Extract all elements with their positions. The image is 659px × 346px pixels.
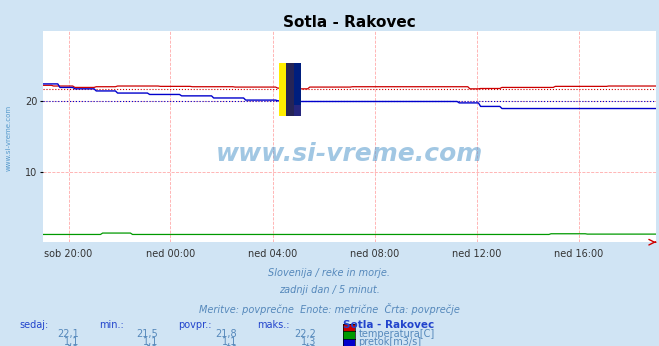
Text: 1,1: 1,1 (222, 337, 237, 346)
Text: sedaj:: sedaj: (20, 320, 49, 330)
Text: 22,2: 22,2 (295, 329, 316, 339)
Text: www.si-vreme.com: www.si-vreme.com (5, 105, 11, 172)
Text: www.si-vreme.com: www.si-vreme.com (215, 142, 483, 165)
Text: Slovenija / reke in morje.: Slovenija / reke in morje. (268, 268, 391, 278)
Text: pretok[m3/s]: pretok[m3/s] (358, 337, 422, 346)
Bar (286, 63, 301, 116)
Bar (279, 63, 294, 116)
Text: 21,8: 21,8 (215, 329, 237, 339)
Text: 19: 19 (67, 345, 79, 346)
Text: sob 20:00: sob 20:00 (44, 249, 93, 259)
Text: povpr.:: povpr.: (178, 320, 212, 330)
Text: 21,5: 21,5 (136, 329, 158, 339)
Bar (294, 63, 301, 105)
Text: 19: 19 (146, 345, 158, 346)
Text: ned 16:00: ned 16:00 (554, 249, 604, 259)
Text: 1,1: 1,1 (64, 337, 79, 346)
Text: 22: 22 (304, 345, 316, 346)
Text: 1,1: 1,1 (143, 337, 158, 346)
Text: 22,1: 22,1 (57, 329, 79, 339)
Text: ned 12:00: ned 12:00 (452, 249, 501, 259)
Text: Meritve: povprečne  Enote: metrične  Črta: povprečje: Meritve: povprečne Enote: metrične Črta:… (199, 303, 460, 315)
Title: Sotla - Rakovec: Sotla - Rakovec (283, 15, 416, 30)
Text: ned 04:00: ned 04:00 (248, 249, 297, 259)
Text: višina[cm]: višina[cm] (358, 345, 410, 346)
Text: Sotla - Rakovec: Sotla - Rakovec (343, 320, 434, 330)
Text: ned 08:00: ned 08:00 (351, 249, 399, 259)
Text: 20: 20 (225, 345, 237, 346)
Text: maks.:: maks.: (257, 320, 289, 330)
Text: temperatura[C]: temperatura[C] (358, 329, 435, 339)
Text: min.:: min.: (99, 320, 124, 330)
Text: ned 00:00: ned 00:00 (146, 249, 195, 259)
Text: zadnji dan / 5 minut.: zadnji dan / 5 minut. (279, 285, 380, 295)
Text: 1,3: 1,3 (301, 337, 316, 346)
